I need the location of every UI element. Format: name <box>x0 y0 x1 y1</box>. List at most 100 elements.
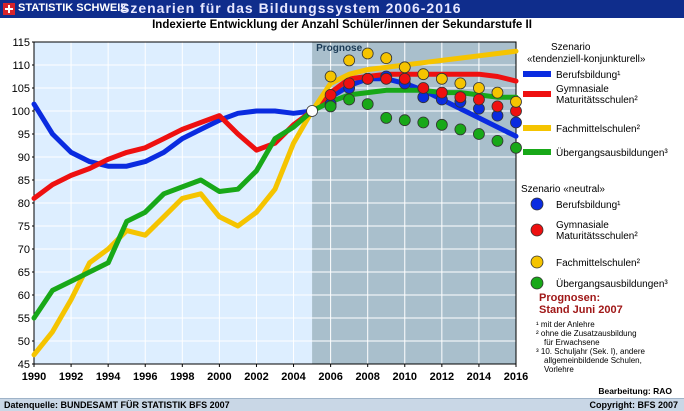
prognosen-title: Prognosen: <box>539 292 601 304</box>
scenario-dot-uebergang <box>473 128 485 140</box>
scenario-dot-fachmittelschulen <box>491 86 504 99</box>
prognose-label: Prognose <box>316 43 363 54</box>
chart-subtitle: Indexierte Entwicklung der Anzahl Schüle… <box>152 19 532 31</box>
scenario-dot-fachmittelschulen <box>398 61 411 74</box>
series-line-berufsbildung <box>31 76 519 169</box>
scenario-dot-gymnasiale <box>324 89 337 101</box>
base-point-2005 <box>306 105 318 117</box>
scenario-dot-uebergang <box>398 114 411 127</box>
data-source: Datenquelle: BUNDESAMT FÜR STATISTIK BFS… <box>4 400 230 410</box>
bfs-logo: STATISTIK SCHWEIZ <box>0 0 127 18</box>
prognosen-note: Prognosen: Stand Juni 2007 <box>539 292 623 316</box>
x-tick-label: 2008 <box>355 371 379 383</box>
scenario-dot-gymnasiale <box>361 72 374 85</box>
swiss-flag-icon <box>3 3 15 15</box>
scenario-dot-uebergang <box>361 98 374 110</box>
footnote-2-cont: für Erwachsene <box>544 338 600 347</box>
credit: Bearbeitung: RAO <box>598 386 672 396</box>
legend-title-tendenziell: Szenario «tendenziell-konjunkturell» <box>527 42 646 65</box>
x-tick-label: 1994 <box>96 371 121 383</box>
scenario-dot-uebergang <box>417 116 430 129</box>
y-tick-label: 100 <box>12 106 30 118</box>
y-tick-label: 50 <box>18 336 30 348</box>
x-tick-label: 2004 <box>281 371 306 383</box>
scenario-dot-uebergang <box>380 112 393 124</box>
x-tick-label: 1996 <box>133 371 157 383</box>
footnote-3: ³ 10. Schuljahr (Sek. I), andere <box>536 347 645 356</box>
scenario-dot-fachmittelschulen <box>361 47 374 60</box>
scenario-dot-gymnasiale <box>473 93 485 106</box>
header-bar <box>0 0 684 18</box>
footnote-3-cont2: Vorlehre <box>544 365 574 374</box>
y-tick-label: 90 <box>18 152 30 164</box>
y-tick-label: 55 <box>18 313 30 325</box>
x-tick-label: 1998 <box>170 371 194 383</box>
scenario-dot-fachmittelschulen <box>510 95 522 108</box>
legend-label-gymnasiale: Gymnasiale Maturitätsschulen² <box>556 84 638 106</box>
scenario-dot-berufsbildung <box>510 116 522 129</box>
legend-dot-label-uebergang: Übergangsausbildungen³ <box>556 278 668 290</box>
legend-dot-berufsbildung <box>530 197 544 211</box>
scenario-dot-gymnasiale <box>343 77 356 90</box>
scenario-dot-fachmittelschulen <box>435 72 448 85</box>
scenario-dot-gymnasiale <box>398 72 411 85</box>
scenario-dot-uebergang <box>324 100 337 113</box>
legend-dot-fachmittelschulen <box>530 255 544 269</box>
legend-dot-uebergang <box>530 276 544 290</box>
footnote-3-cont: allgemeinbildende Schulen, <box>544 356 642 365</box>
x-tick-label: 2012 <box>430 371 454 383</box>
footer-bar: Datenquelle: BUNDESAMT FÜR STATISTIK BFS… <box>0 398 684 411</box>
y-tick-label: 95 <box>18 129 30 141</box>
footnote-2: ² ohne die Zusatzausbildung <box>536 329 637 338</box>
scenario-dot-uebergang <box>343 93 356 106</box>
series-line-uebergang <box>31 87 519 321</box>
scenario-dot-uebergang <box>454 123 467 136</box>
y-tick-label: 105 <box>12 83 30 95</box>
y-tick-label: 75 <box>18 221 30 233</box>
scenario-dot-fachmittelschulen <box>473 82 485 94</box>
scenario-dot-gymnasiale <box>454 91 467 104</box>
y-tick-label: 60 <box>18 290 30 302</box>
scenario-dot-fachmittelschulen <box>454 77 467 90</box>
legend-label-berufsbildung: Berufsbildung¹ <box>556 70 621 81</box>
legend-dot-label-fachmittelschulen: Fachmittelschulen² <box>556 258 641 269</box>
logo-text: STATISTIK SCHWEIZ <box>18 2 127 14</box>
footnotes: ¹ mit der Anlehre ² ohne die Zusatzausbi… <box>536 320 681 374</box>
scenario-dot-uebergang <box>491 134 504 147</box>
y-tick-label: 65 <box>18 267 30 279</box>
x-tick-label: 2010 <box>393 371 417 383</box>
scenario-dot-fachmittelschulen <box>380 52 393 64</box>
scenario-dot-uebergang <box>435 118 448 131</box>
scenario-dot-gymnasiale <box>380 72 393 85</box>
x-tick-label: 1992 <box>59 371 83 383</box>
x-tick-label: 2006 <box>318 371 342 383</box>
legend-dot-label-berufsbildung: Berufsbildung¹ <box>556 200 621 211</box>
copyright: Copyright: BFS 2007 <box>589 400 678 410</box>
x-tick-label: 2014 <box>467 371 492 383</box>
prognosen-date: Stand Juni 2007 <box>539 304 623 316</box>
scenario-dot-gymnasiale <box>435 86 448 99</box>
y-tick-label: 115 <box>12 37 30 49</box>
footnote-1: ¹ mit der Anlehre <box>536 320 595 329</box>
chart-canvas: Prognose 45 50 55 60 65 70 75 80 85 90 95 100 105 110 1… <box>12 37 669 383</box>
y-tick-label: 80 <box>18 198 30 210</box>
y-tick-label: 45 <box>18 359 30 371</box>
scenario-dot-gymnasiale <box>417 82 430 94</box>
x-tick-label: 2002 <box>244 371 268 383</box>
x-tick-label: 2000 <box>207 371 231 383</box>
x-tick-label: 2016 <box>504 371 528 383</box>
y-tick-label: 110 <box>12 60 30 72</box>
series-line-fachmittelschulen <box>31 48 519 358</box>
x-tick-label: 1990 <box>22 371 46 383</box>
legend-label-uebergang: Übergangsausbildungen³ <box>556 147 668 159</box>
legend-title-neutral: Szenario «neutral» <box>521 184 605 195</box>
y-tick-label: 70 <box>18 244 30 256</box>
scenario-dot-fachmittelschulen <box>324 70 337 83</box>
legend-dot-gymnasiale <box>530 223 544 237</box>
page-title: Szenarien für das Bildungssystem 2006-20… <box>120 0 462 16</box>
legend-dot-label-gymnasiale: Gymnasiale Maturitätsschulen² <box>556 220 638 242</box>
scenario-dot-gymnasiale <box>491 100 504 113</box>
legend-label-fachmittelschulen: Fachmittelschulen² <box>556 124 641 135</box>
scenario-dot-fachmittelschulen <box>343 54 356 67</box>
scenario-dot-fachmittelschulen <box>417 68 430 81</box>
